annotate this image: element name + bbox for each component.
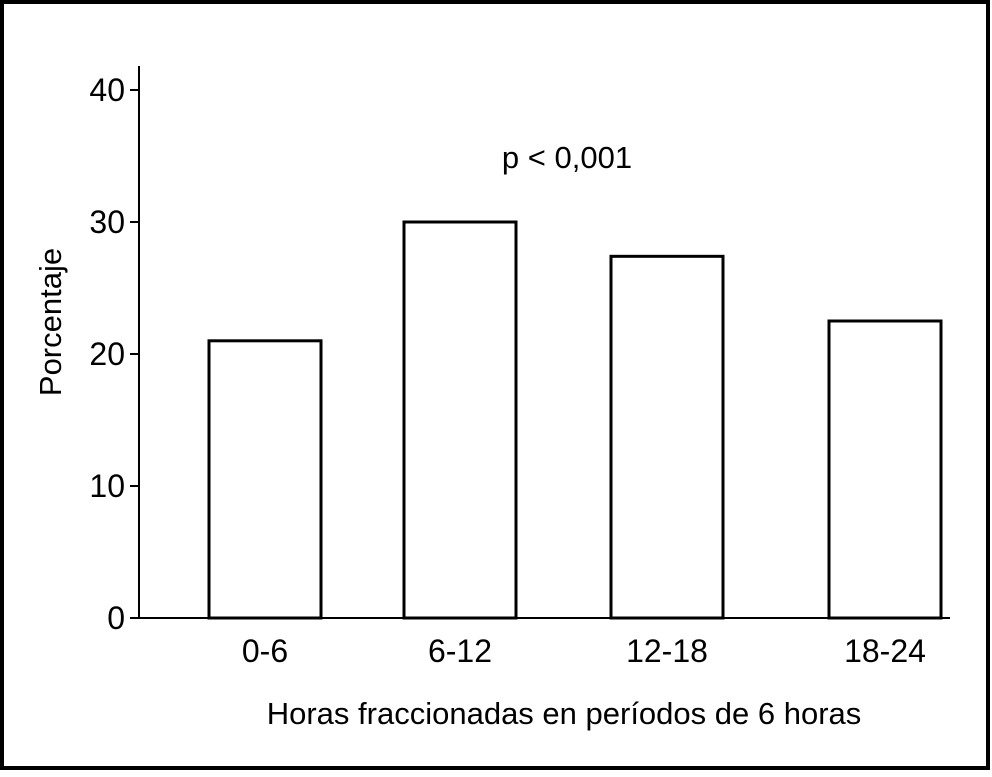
y-tick-label: 30	[89, 204, 125, 240]
bar	[609, 254, 725, 620]
y-axis-title: Porcentaje	[33, 248, 68, 396]
bar	[827, 319, 943, 620]
y-tick-label: 40	[89, 72, 125, 108]
x-labels: 0-6 6-12 12-18 18-24	[242, 633, 926, 669]
y-tick-label: 0	[107, 600, 125, 636]
y-ticks: 0 10 20 30 40	[89, 72, 139, 636]
x-tick-label: 18-24	[844, 633, 926, 669]
bar	[207, 339, 323, 620]
x-tick-label: 6-12	[428, 633, 492, 669]
bar	[402, 220, 518, 620]
y-tick-label: 20	[89, 336, 125, 372]
x-axis-title: Horas fraccionadas en períodos de 6 hora…	[267, 696, 862, 731]
bars	[207, 220, 943, 620]
p-value-annotation: p < 0,001	[502, 140, 632, 175]
y-tick-label: 10	[89, 468, 125, 504]
x-tick-label: 0-6	[242, 633, 288, 669]
x-tick-label: 12-18	[626, 633, 708, 669]
